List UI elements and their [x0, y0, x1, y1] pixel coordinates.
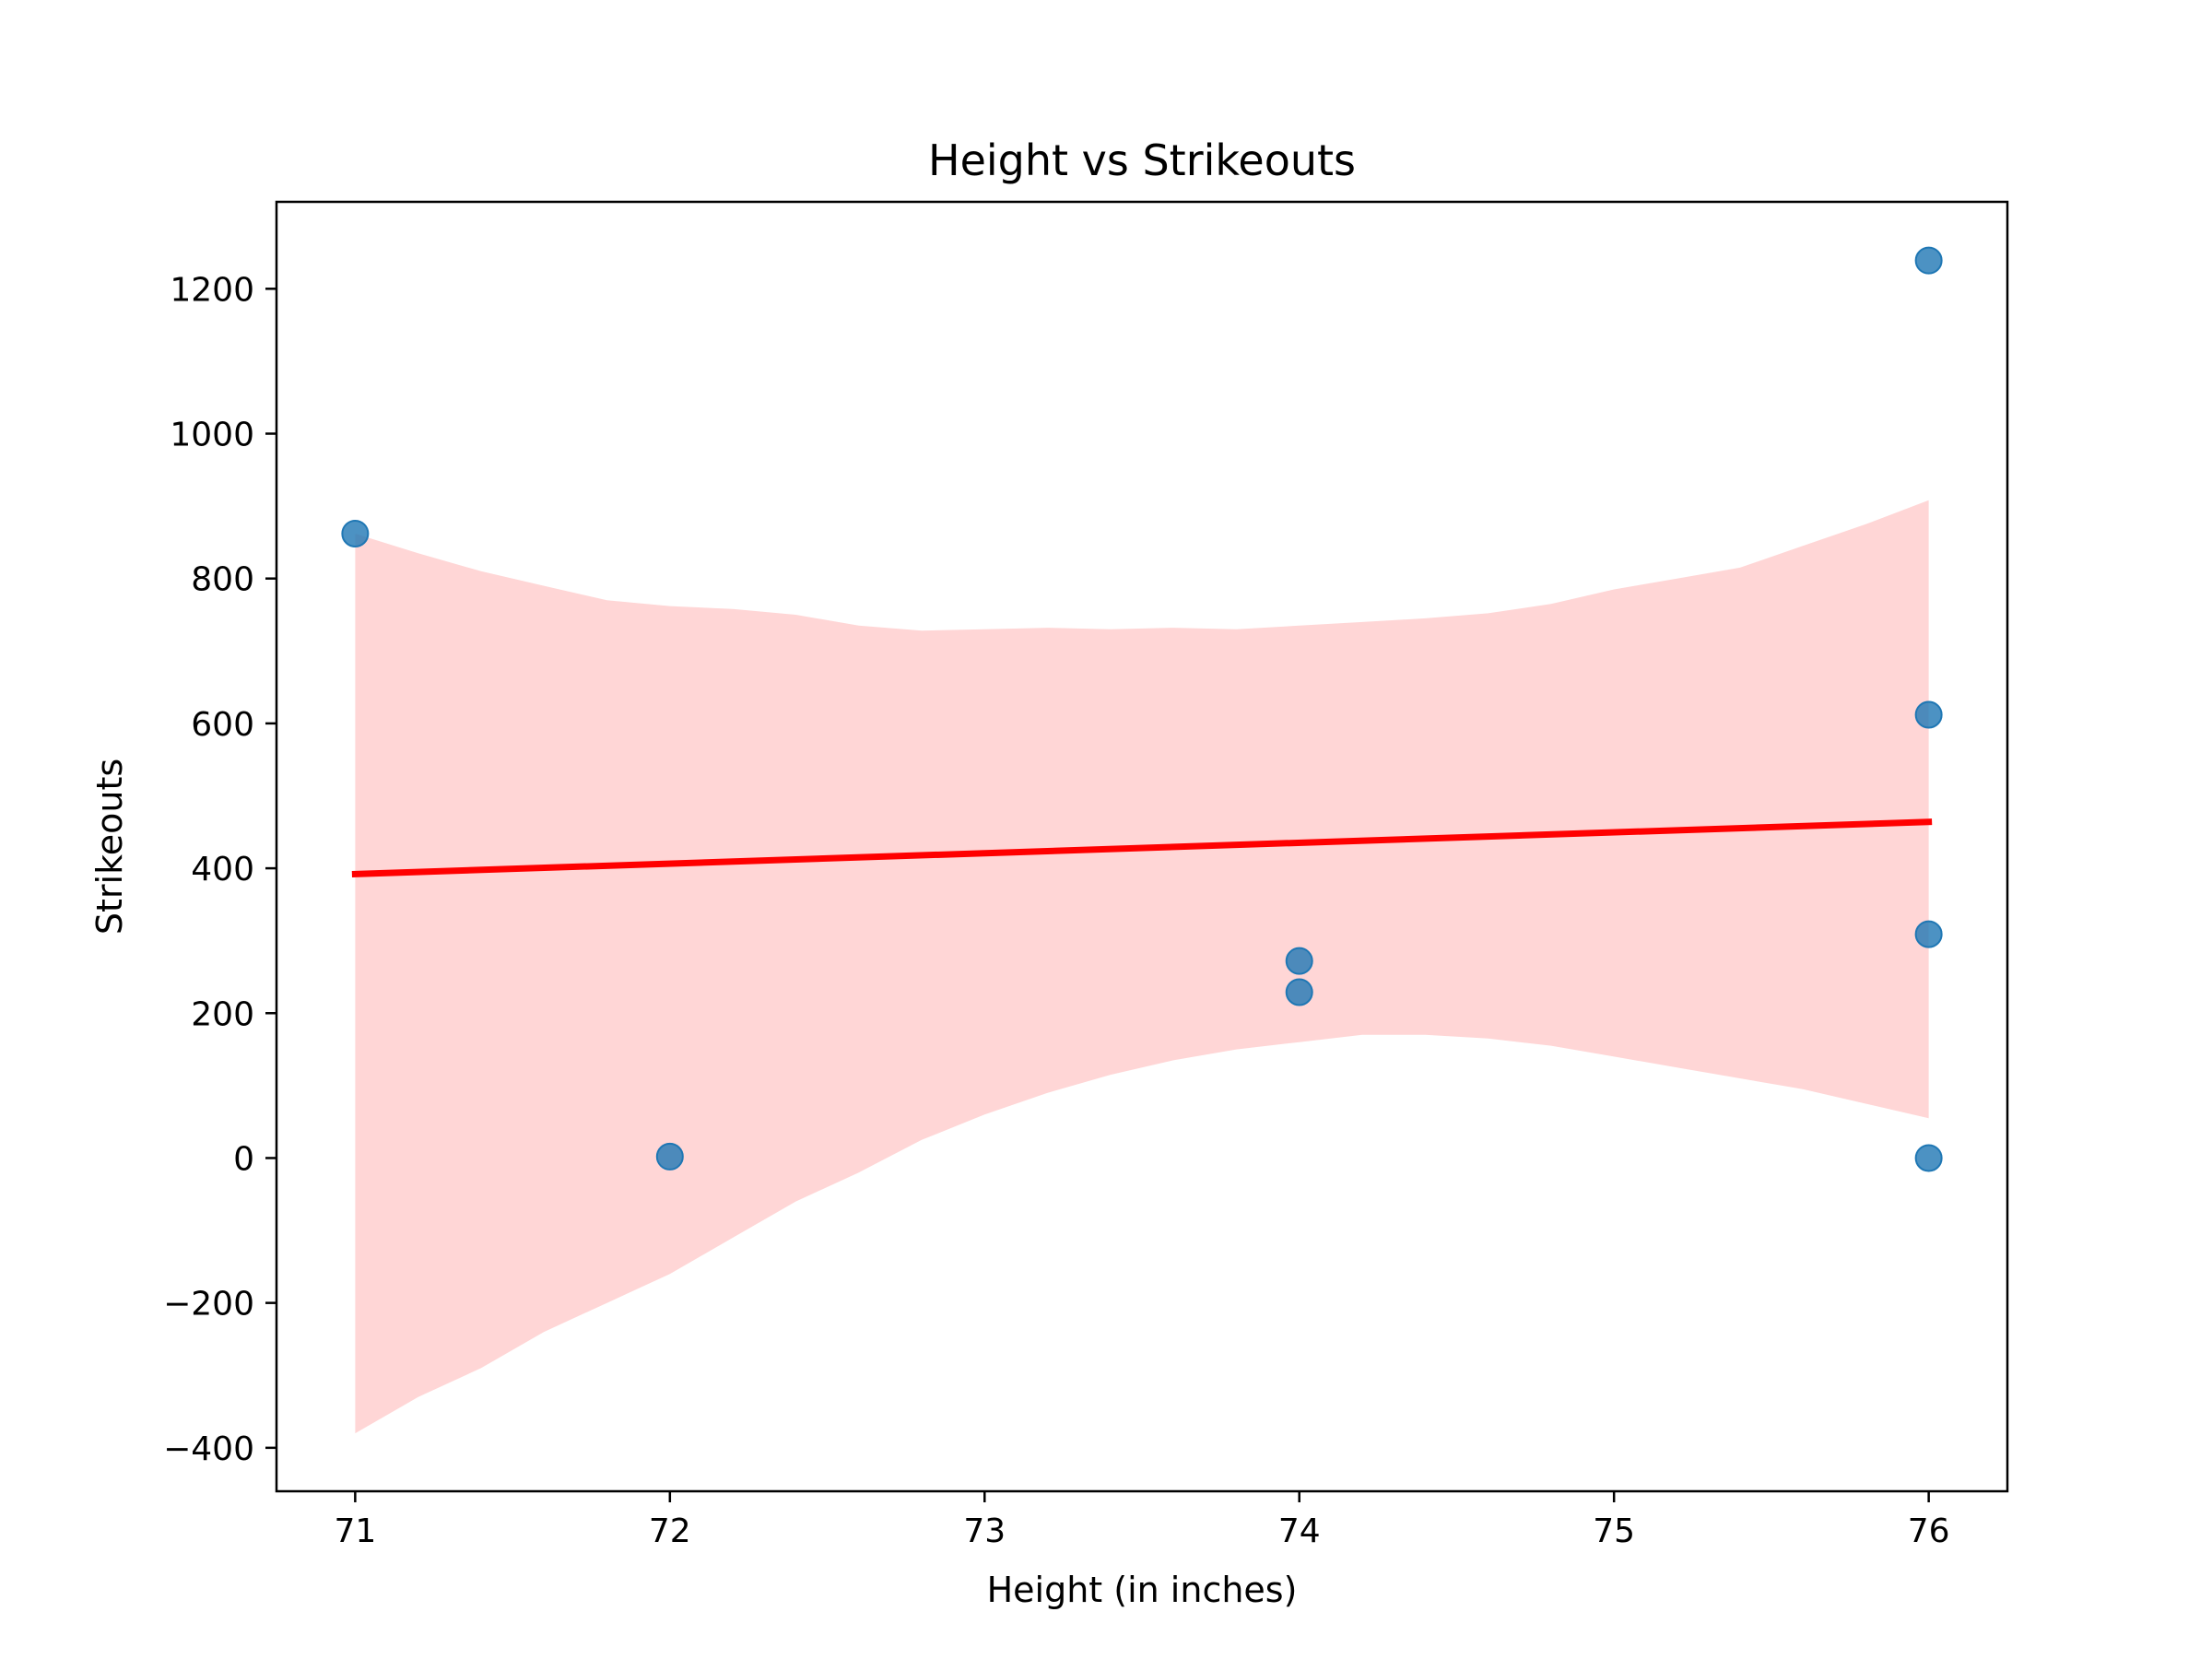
x-axis-label: Height (in inches) — [987, 1570, 1298, 1610]
y-tick-label-7: 1000 — [170, 417, 254, 454]
x-tick-label-2: 73 — [963, 1512, 1006, 1550]
axes-frame — [275, 200, 2009, 1493]
data-point-0 — [341, 519, 370, 547]
data-point-1 — [655, 1142, 684, 1171]
y-tick-label-0: −400 — [163, 1430, 254, 1468]
data-point-2 — [1285, 947, 1313, 975]
y-tick-label-2: 0 — [233, 1140, 254, 1178]
x-tick-label-1: 72 — [649, 1512, 691, 1550]
y-tick-label-6: 800 — [191, 561, 254, 599]
data-point-6 — [1914, 920, 1943, 948]
data-point-4 — [1914, 246, 1943, 275]
data-point-7 — [1914, 1144, 1943, 1172]
x-tick-label-4: 75 — [1593, 1512, 1635, 1550]
y-tick-label-3: 200 — [191, 995, 254, 1033]
x-tick-label-3: 74 — [1278, 1512, 1321, 1550]
chart-title: Height vs Strikeouts — [928, 135, 1356, 185]
y-axis-label: Strikeouts — [89, 759, 130, 935]
data-point-3 — [1285, 978, 1313, 1006]
x-tick-label-5: 76 — [1908, 1512, 1950, 1550]
y-tick-label-1: −200 — [163, 1286, 254, 1324]
plot-area: 71 72 73 74 75 76 −400 −200 0 200 400 600 800 1000 120… — [163, 200, 2009, 1550]
y-tick-label-8: 1200 — [170, 271, 254, 309]
y-tick-label-5: 600 — [191, 706, 254, 744]
data-point-5 — [1914, 700, 1943, 729]
regression-line — [351, 818, 1933, 877]
confidence-band — [355, 500, 1929, 1434]
y-tick-label-4: 400 — [191, 851, 254, 888]
x-tick-label-0: 71 — [334, 1512, 376, 1550]
